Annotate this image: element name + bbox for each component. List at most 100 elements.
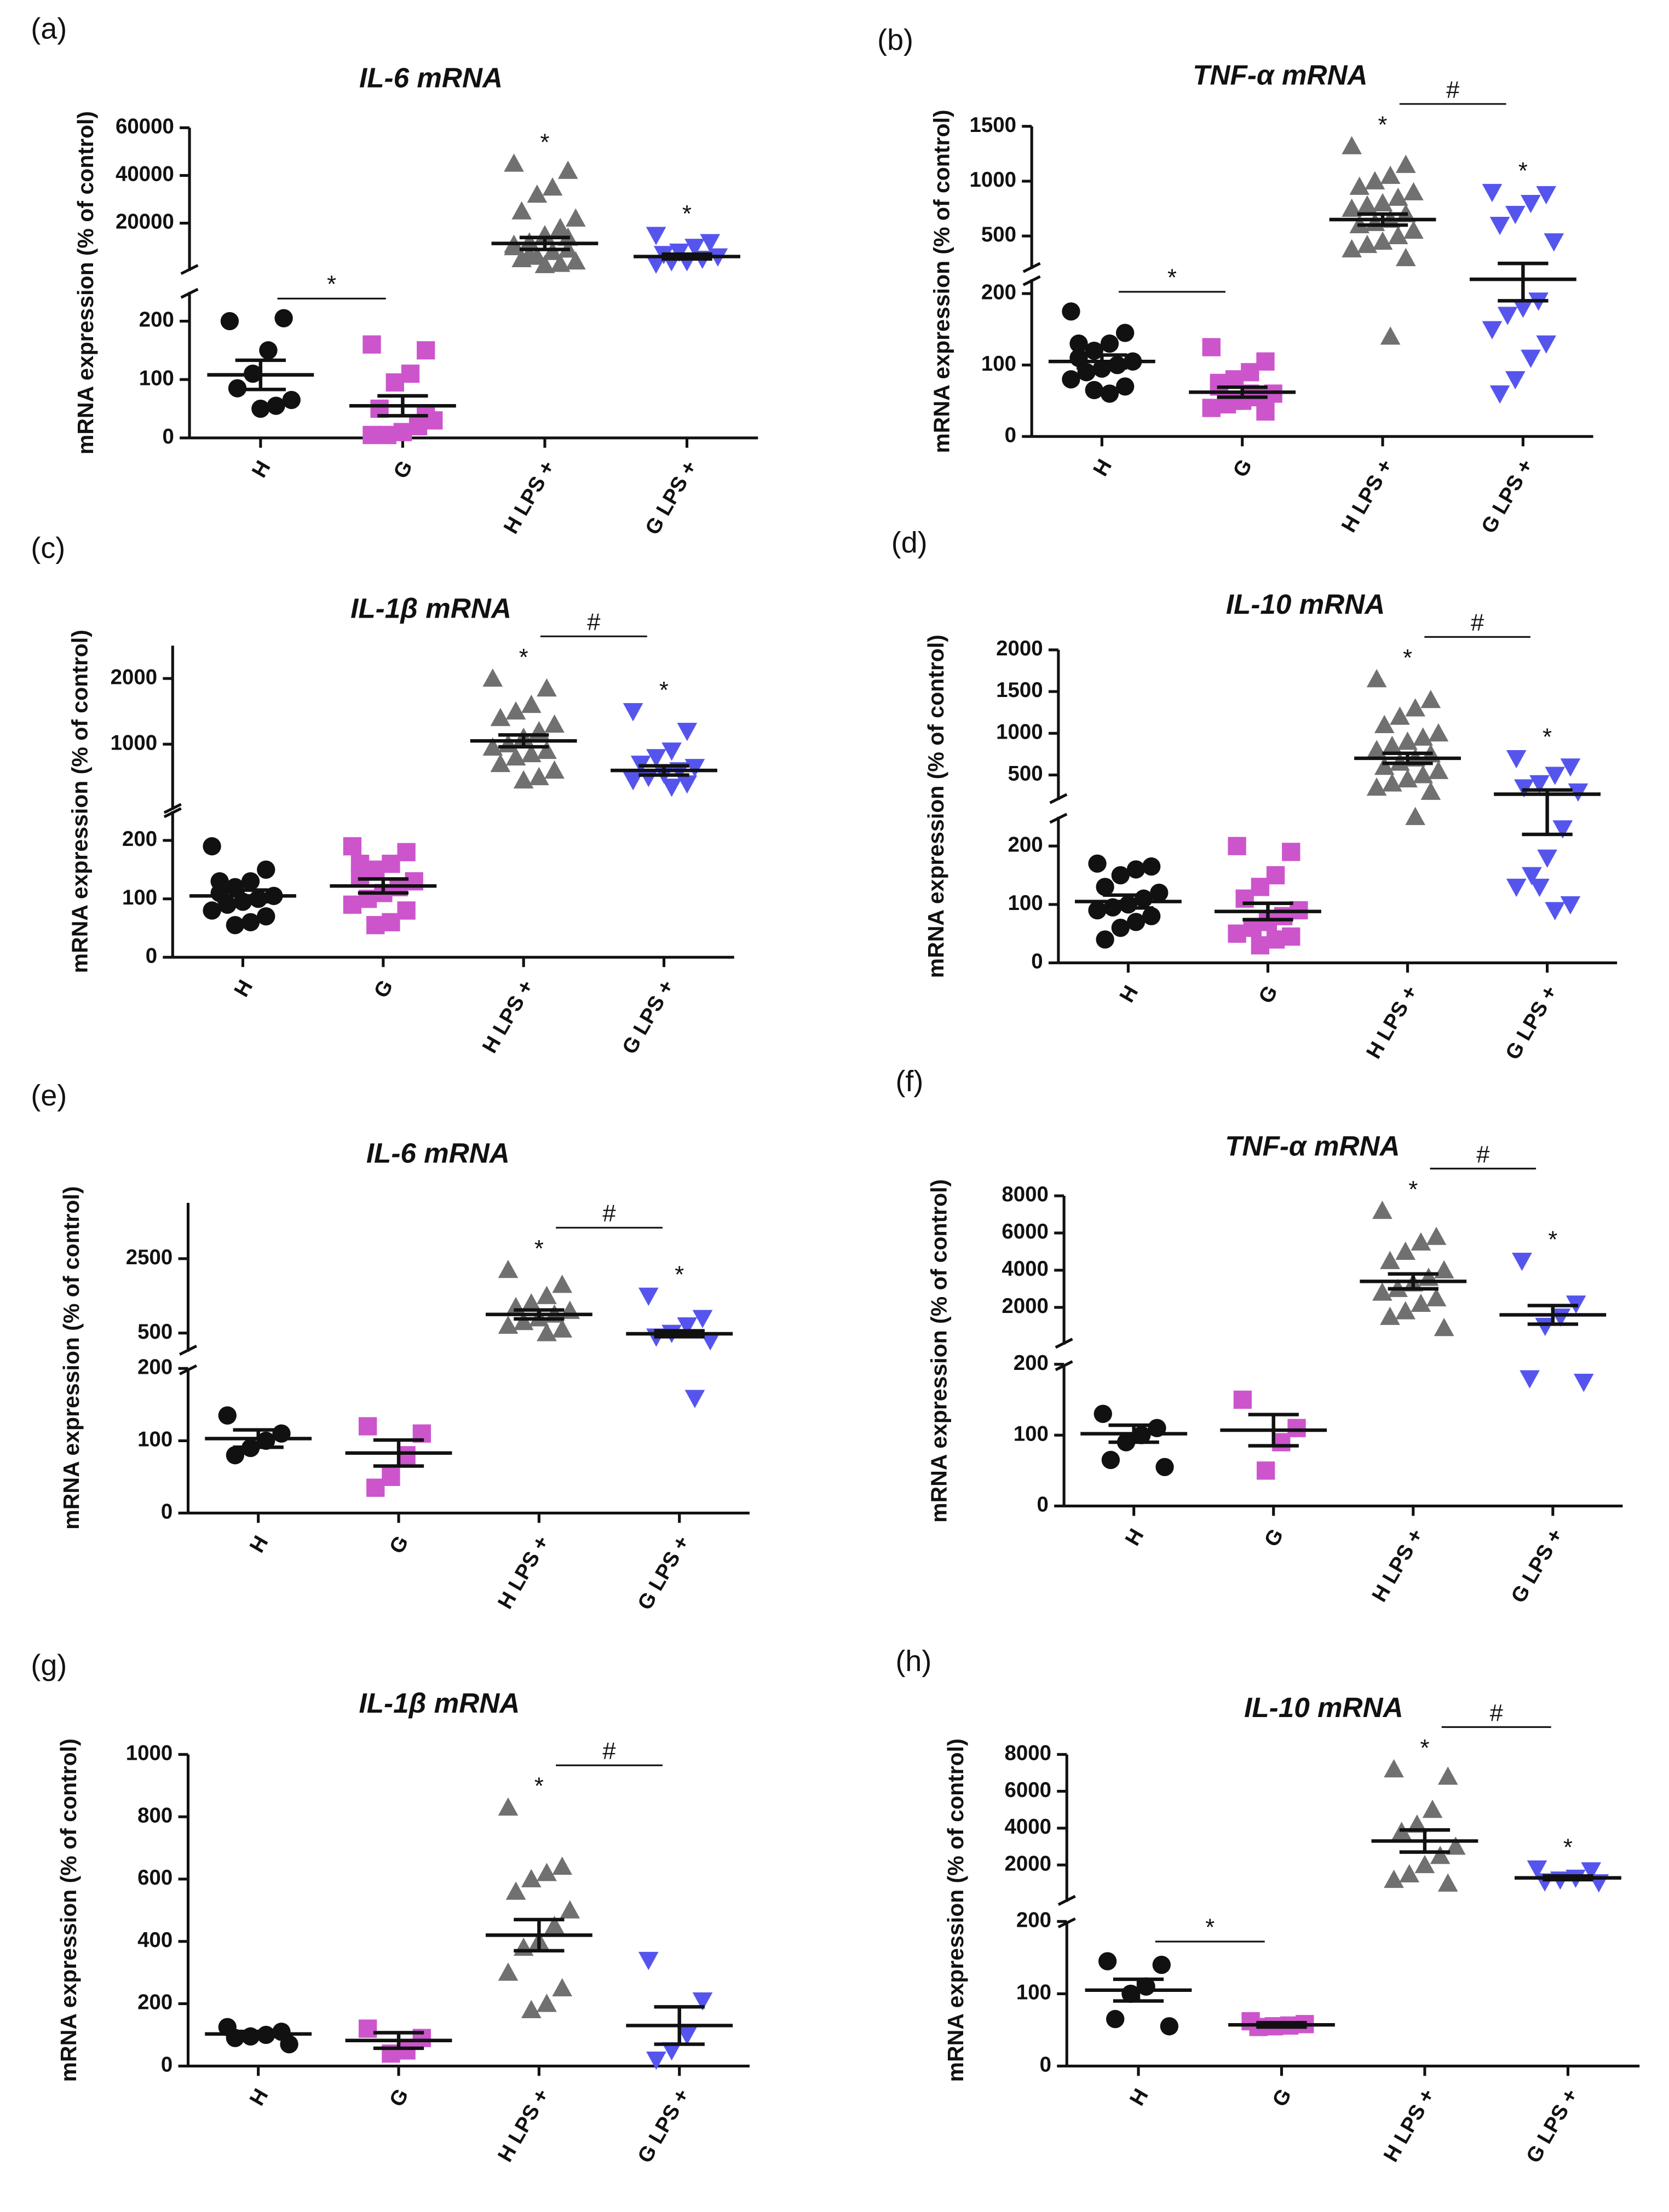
x-tick-label: H [1125,2085,1153,2110]
bracket-label: * [1205,1915,1215,1941]
dot [1282,927,1300,946]
y-tick-label: 200 [1008,833,1043,856]
dot [1482,183,1503,203]
y-tick-label: 0 [1031,950,1043,973]
bracket-label: # [1446,77,1460,103]
y-tick-label: 500 [1008,762,1043,786]
x-tick-label: G LPS + [1501,982,1562,1064]
dot [661,742,682,761]
bracket-label: # [1490,1700,1504,1726]
dot [1395,1301,1416,1320]
dot [220,312,239,331]
significance: * [675,1261,684,1288]
significance: * [659,677,669,704]
chart-title: IL-6 mRNA [359,62,503,94]
y-tick-label: 100 [139,366,174,390]
dot [1489,217,1510,235]
dot [1374,715,1395,734]
dot [1405,807,1425,825]
x-tick-label: H LPS + [478,976,538,1057]
dot [661,779,682,797]
y-axis-label: mRNA expression (% of control) [923,635,948,978]
dot [521,1293,542,1312]
dot [1422,1799,1443,1818]
dot [382,913,400,931]
y-tick-label: 8000 [1002,1183,1049,1206]
dot [1430,1846,1451,1864]
axis-break [179,1345,198,1356]
y-tick-label: 200 [139,308,174,332]
dot [521,744,542,763]
dot [661,2042,682,2061]
panel: (h) IL-10 mRNA mRNA expression (% of contr… [896,1645,1640,2167]
dot [1537,849,1557,868]
dot [537,1286,557,1304]
x-tick-label: G [369,976,398,1001]
dot [505,1297,526,1316]
dot [1581,1862,1602,1881]
x-tick-label: H [248,457,275,482]
dot [366,860,385,879]
dot [1233,1390,1252,1409]
dot [700,1332,721,1351]
dot [534,255,555,273]
x-tick-label: H LPS + [1362,982,1422,1063]
dot [544,1915,565,1934]
x-tick-label: H [1120,1525,1148,1550]
y-tick-label: 400 [137,1928,172,1952]
panel-label: (g) [31,1649,67,1682]
dot [382,1467,400,1487]
dot [1384,1869,1404,1888]
dot [677,1317,698,1336]
dot [378,425,396,445]
dot [490,753,511,773]
dot [1366,740,1387,758]
dot [552,1978,573,1997]
y-tick-label: 60000 [116,114,174,138]
dot [1160,2017,1179,2036]
dot [1210,373,1229,393]
dot [504,153,524,172]
axis-break [180,287,199,299]
dot [393,423,412,441]
y-tick-label: 200 [981,280,1016,304]
dot [249,889,268,908]
dot [544,760,565,779]
panel: (f) TNF-α mRNA mRNA expression (% of contr… [896,1065,1623,1607]
dot [362,335,381,354]
dot [1225,370,1244,389]
x-tick-label: G [385,2085,413,2111]
dot [560,1900,580,1919]
dot [1380,1306,1400,1325]
dot [1126,913,1146,931]
axis-break [180,264,199,275]
dot [1202,399,1221,417]
dot [692,1310,713,1328]
dot [623,772,643,791]
dot [397,843,416,861]
dot [1366,669,1387,688]
bracket-label: * [1167,264,1177,291]
y-tick-label: 500 [137,1320,172,1344]
significance: * [1563,1835,1573,1861]
y-tick-label: 6000 [1002,1220,1049,1243]
y-tick-label: 100 [981,352,1016,376]
axis-break [1049,813,1068,824]
x-tick-label: G LPS + [1522,2085,1582,2167]
dot [1397,731,1418,750]
dot [1100,384,1119,403]
chart-title: IL-10 mRNA [1226,589,1385,620]
dot [241,872,260,891]
dot [241,913,260,931]
chart-title: TNF-α mRNA [1225,1130,1400,1161]
dot [362,425,381,445]
x-tick-label: H [229,976,257,1001]
y-tick-label: 100 [122,886,157,909]
dot [521,1869,542,1887]
dot [1150,883,1169,902]
dot [1142,857,1161,876]
y-axis-label: mRNA expression (% of control) [67,630,93,973]
axis-break [1049,793,1068,804]
dot [385,373,404,392]
